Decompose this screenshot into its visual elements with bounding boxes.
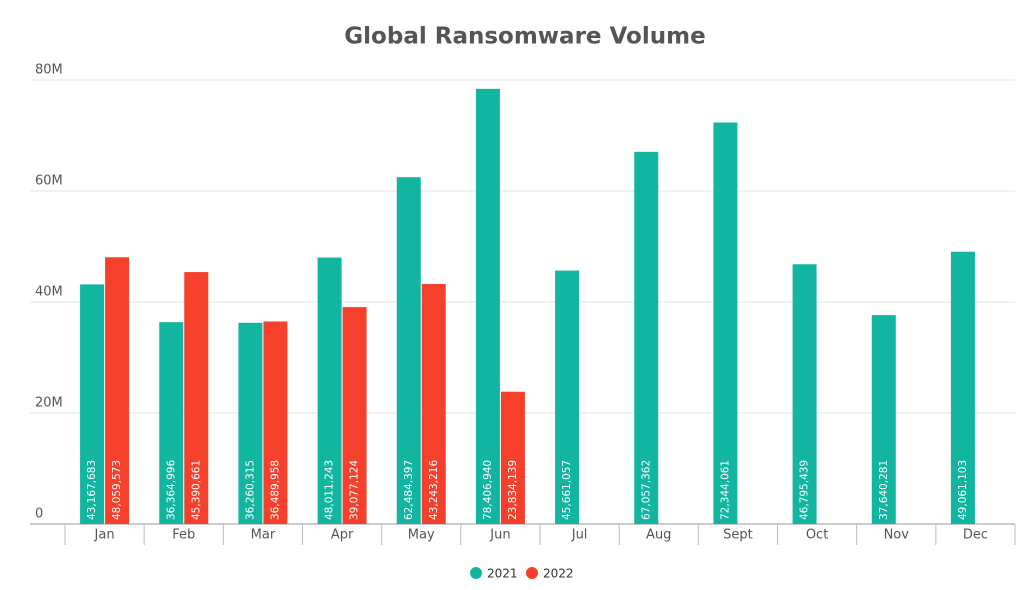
legend-label: 2022 <box>543 567 574 581</box>
bar <box>80 284 105 524</box>
value-label: 36,489,958 <box>269 460 281 520</box>
x-tick-label: Feb <box>172 528 195 543</box>
value-label: 23,834,139 <box>507 460 519 520</box>
x-tick-label: Apr <box>331 528 354 543</box>
value-label: 78,406,940 <box>482 460 494 520</box>
bar <box>105 257 130 524</box>
x-tick-label: Nov <box>884 528 910 543</box>
bar <box>792 264 817 524</box>
x-tick-label: May <box>408 528 435 543</box>
x-tick-label: Dec <box>963 528 988 543</box>
legend-label: 2021 <box>487 567 518 581</box>
bar <box>634 151 659 524</box>
bar <box>159 322 184 524</box>
bar <box>396 177 421 524</box>
x-tick-label: Jul <box>571 528 588 543</box>
value-label: 62,484,397 <box>403 460 415 520</box>
value-label: 36,364,996 <box>165 460 177 520</box>
bar <box>500 391 525 524</box>
bar <box>342 307 367 524</box>
bar <box>475 88 500 524</box>
bar <box>871 315 896 524</box>
value-label: 48,059,573 <box>111 460 123 520</box>
value-label: 46,795,439 <box>799 460 811 520</box>
y-tick-label: 20M <box>35 396 63 411</box>
value-label: 36,260,315 <box>244 460 256 520</box>
x-tick-label: Jan <box>94 528 115 543</box>
bar <box>184 272 209 524</box>
bar <box>555 270 580 524</box>
y-tick-label: 60M <box>35 174 63 189</box>
x-tick-label: Aug <box>646 528 671 543</box>
y-tick-label: 80M <box>35 63 63 78</box>
bar <box>263 321 288 524</box>
value-label: 49,061,103 <box>957 460 969 520</box>
value-label: 39,077,124 <box>349 460 361 520</box>
value-label: 43,167,683 <box>86 460 98 520</box>
bar <box>317 257 342 524</box>
bar <box>421 284 446 524</box>
x-tick-label: Jun <box>489 528 510 543</box>
x-tick-label: Mar <box>251 528 276 543</box>
chart-title: Global Ransomware Volume <box>344 24 705 50</box>
legend-marker <box>526 567 538 579</box>
bar <box>950 251 975 524</box>
value-label: 72,344,061 <box>719 460 731 520</box>
y-tick-label: 0 <box>35 507 43 522</box>
value-label: 43,243,216 <box>428 460 440 520</box>
value-label: 48,011,243 <box>324 460 336 520</box>
value-label: 67,057,362 <box>640 460 652 520</box>
value-label: 37,640,281 <box>878 460 890 520</box>
value-label: 45,390,661 <box>190 460 202 520</box>
x-tick-label: Sept <box>723 528 753 543</box>
x-tick-label: Oct <box>806 528 828 543</box>
y-tick-label: 40M <box>35 285 63 300</box>
legend-marker <box>470 567 482 579</box>
bar <box>713 122 738 524</box>
value-label: 45,661,057 <box>561 460 573 520</box>
bar <box>238 322 263 524</box>
